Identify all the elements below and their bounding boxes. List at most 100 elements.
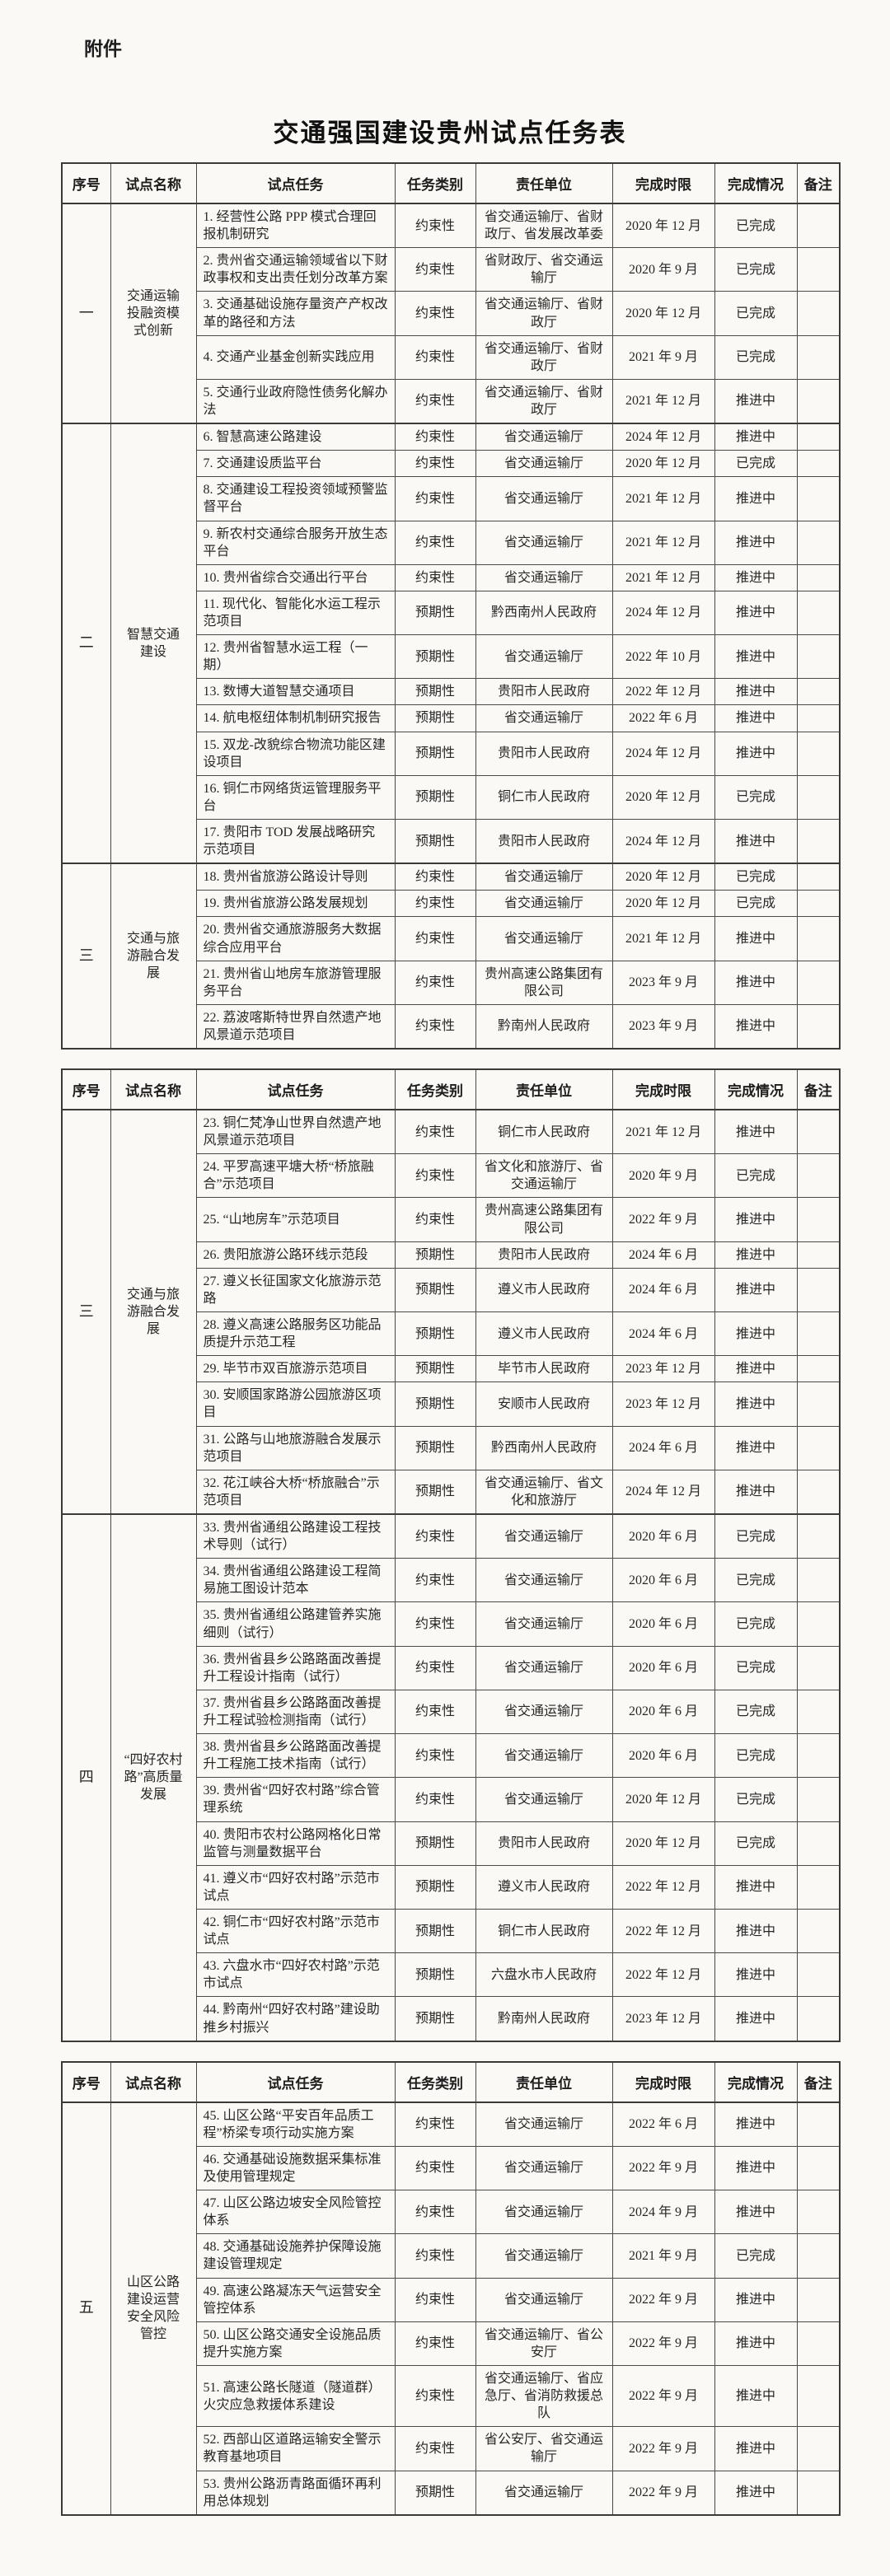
task-type-cell: 约束性 <box>394 1601 476 1647</box>
deadline-cell: 2020 年 12 月 <box>611 863 715 891</box>
unit-cell: 省交通运输厅 <box>475 1733 613 1779</box>
task-cell: 11. 现代化、智能化水运工程示范项目 <box>195 590 396 636</box>
note-cell <box>796 774 841 820</box>
task-cell: 32. 花江峡谷大桥“桥旅融合”示范项目 <box>195 1469 396 1515</box>
section-number: 五 <box>61 2101 111 2516</box>
deadline-cell: 2020 年 6 月 <box>611 1733 715 1779</box>
unit-cell: 省交通运输厅 <box>475 890 613 918</box>
table-row: 25. “山地房车”示范项目 约束性 贵州高速公路集团有限公司 2022 年 9 月推… <box>62 1197 841 1242</box>
section-number: 三 <box>61 863 111 1050</box>
status-cell: 推进中 <box>714 1908 798 1954</box>
task-cell: 42. 铜仁市“四好农村路”示范市试点 <box>195 1908 396 1954</box>
unit-cell: 省交通运输厅 <box>475 1777 613 1822</box>
task-cell: 20. 贵州省交通旅游服务大数据综合应用平台 <box>195 916 396 961</box>
unit-cell: 黔西南州人民政府 <box>475 1425 613 1470</box>
status-cell: 推进中 <box>714 476 798 521</box>
note-cell <box>796 2321 841 2366</box>
column-header-1: 序号 <box>61 1068 111 1111</box>
page-title: 交通强国建设贵州试点任务表 <box>273 119 627 147</box>
task-type-cell: 预期性 <box>394 1469 476 1515</box>
note-cell <box>796 334 841 380</box>
table-row: 15. 双龙-改貌综合物流功能区建设项目 预期性 贵阳市人民政府 2024 年 12 … <box>62 731 841 776</box>
task-cell: 17. 贵阳市 TOD 发展战略研究示范项目 <box>195 818 396 864</box>
column-header-1: 序号 <box>61 162 111 204</box>
deadline-cell: 2024 年 6 月 <box>611 1241 715 1269</box>
table-row: 5. 交通行业政府隐性债务化解办法 约束性 省交通运输厅、省财政厅 2021 年 12… <box>62 378 841 424</box>
note-cell <box>796 1777 841 1822</box>
task-type-cell: 约束性 <box>394 378 476 424</box>
deadline-cell: 2020 年 6 月 <box>611 1513 715 1559</box>
status-cell: 推进中 <box>714 1425 798 1470</box>
note-cell <box>796 1197 841 1242</box>
task-type-cell: 预期性 <box>394 2470 476 2516</box>
status-cell: 推进中 <box>714 563 798 591</box>
note-cell <box>796 2426 841 2471</box>
unit-cell: 省交通运输厅、省财政厅、省发展改革委 <box>475 203 613 249</box>
note-cell <box>796 2364 841 2428</box>
deadline-cell: 2022 年 9 月 <box>611 2470 715 2516</box>
unit-cell: 贵阳市人民政府 <box>475 1241 613 1269</box>
task-type-cell: 约束性 <box>394 423 476 451</box>
table-row: 9. 新农村交通综合服务开放生态平台 约束性 省交通运输厅 2021 年 12 月推进… <box>62 520 841 565</box>
section-name: 交通运输投融资模式创新 <box>110 203 197 424</box>
unit-cell: 贵阳市人民政府 <box>475 1821 613 1866</box>
column-header-7: 完成情况 <box>714 1068 798 1111</box>
task-cell: 27. 遵义长征国家文化旅游示范路 <box>195 1267 396 1313</box>
unit-cell: 贵阳市人民政府 <box>475 731 613 776</box>
deadline-cell: 2022 年 12 月 <box>611 1864 715 1910</box>
table-row: 26. 贵阳旅游公路环线示范段 预期性 贵阳市人民政府 2024 年 6 月推进中 <box>62 1241 841 1269</box>
deadline-cell: 2023 年 9 月 <box>611 1003 715 1050</box>
deadline-cell: 2024 年 12 月 <box>611 590 715 636</box>
unit-cell: 铜仁市人民政府 <box>475 1908 613 1954</box>
task-cell: 18. 贵州省旅游公路设计导则 <box>195 863 396 891</box>
unit-cell: 省交通运输厅、省财政厅 <box>475 378 613 424</box>
task-type-cell: 约束性 <box>394 2321 476 2366</box>
status-cell: 推进中 <box>714 1355 798 1383</box>
task-type-cell: 约束性 <box>394 450 476 478</box>
column-header-8: 备注 <box>796 2061 841 2103</box>
unit-cell: 省交通运输厅 <box>475 2470 613 2516</box>
deadline-cell: 2024 年 6 月 <box>611 1311 715 1357</box>
note-cell <box>796 1109 841 1155</box>
note-cell <box>796 1908 841 1954</box>
unit-cell: 贵阳市人民政府 <box>475 678 613 706</box>
column-header-2: 试点名称 <box>110 1068 197 1111</box>
status-cell: 已完成 <box>714 1153 798 1199</box>
status-cell: 推进中 <box>714 960 798 1005</box>
table-row: 24. 平罗高速平塘大桥“桥旅融合”示范项目 约束性 省文化和旅游厅、省交通运输厅 2… <box>62 1153 841 1199</box>
section-name: 交通与旅游融合发展 <box>110 1109 197 1515</box>
task-type-cell: 约束性 <box>394 2101 476 2147</box>
unit-cell: 贵阳市人民政府 <box>475 818 613 864</box>
note-cell <box>796 1864 841 1910</box>
note-cell <box>796 247 841 292</box>
task-cell: 9. 新农村交通综合服务开放生态平台 <box>195 520 396 565</box>
note-cell <box>796 1689 841 1735</box>
task-cell: 1. 经营性公路 PPP 模式合理回报机制研究 <box>195 203 396 249</box>
task-cell: 13. 数博大道智慧交通项目 <box>195 678 396 706</box>
task-type-cell: 预期性 <box>394 731 476 776</box>
table-row: 38. 贵州省县乡公路路面改善提升工程施工技术指南（试行） 约束性 省交通运输厅 20… <box>62 1733 841 1779</box>
unit-cell: 省交通运输厅 <box>475 704 613 732</box>
task-cell: 49. 高速公路凝冻天气运营安全管控体系 <box>195 2277 396 2322</box>
deadline-cell: 2022 年 9 月 <box>611 2321 715 2366</box>
column-header-4: 任务类别 <box>394 1068 476 1111</box>
deadline-cell: 2020 年 6 月 <box>611 1689 715 1735</box>
deadline-cell: 2022 年 9 月 <box>611 1197 715 1242</box>
status-cell: 推进中 <box>714 1311 798 1357</box>
section-number: 四 <box>61 1513 111 2042</box>
status-cell: 已完成 <box>714 334 798 380</box>
task-type-cell: 约束性 <box>394 1645 476 1690</box>
task-type-cell: 约束性 <box>394 476 476 521</box>
column-header-3: 试点任务 <box>195 2061 396 2103</box>
unit-cell: 省交通运输厅 <box>475 423 613 451</box>
note-cell <box>796 818 841 864</box>
note-cell <box>796 1952 841 1998</box>
task-type-cell: 预期性 <box>394 774 476 820</box>
note-cell <box>796 590 841 636</box>
task-cell: 34. 贵州省通组公路建设工程简易施工图设计范本 <box>195 1558 396 1603</box>
task-table-2: 序号 试点名称 试点任务 任务类别 责任单位 完成时限 完成情况 备注三交通与旅游融合发展 23… <box>61 1068 841 2042</box>
task-type-cell: 约束性 <box>394 890 476 918</box>
table-row: 48. 交通基础设施养护保障设施建设管理规定 约束性 省交通运输厅 2021 年 9 … <box>62 2233 841 2279</box>
task-cell: 14. 航电枢纽体制机制研究报告 <box>195 704 396 732</box>
deadline-cell: 2021 年 12 月 <box>611 476 715 521</box>
